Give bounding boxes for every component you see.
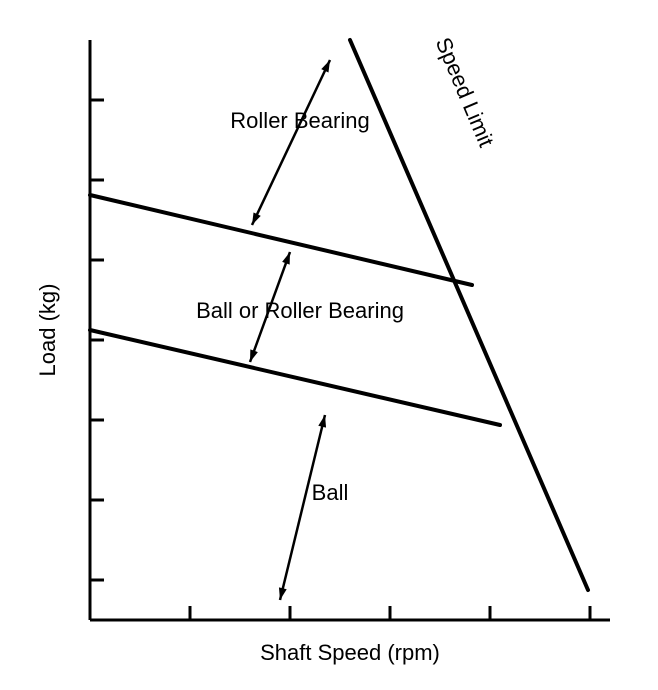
- roller-region-arrow: [252, 60, 330, 225]
- upper-boundary-line: [90, 195, 472, 285]
- roller-bearing-label: Roller Bearing: [230, 108, 369, 133]
- ball-label: Ball: [312, 480, 349, 505]
- y-axis-label: Load (kg): [35, 284, 60, 377]
- ball-or-roller-label: Ball or Roller Bearing: [196, 298, 404, 323]
- speed-limit-label: Speed Limit: [431, 34, 499, 151]
- x-axis-label: Shaft Speed (rpm): [260, 640, 440, 665]
- lower-boundary-line: [90, 330, 500, 425]
- ball-region-arrow: [280, 415, 325, 600]
